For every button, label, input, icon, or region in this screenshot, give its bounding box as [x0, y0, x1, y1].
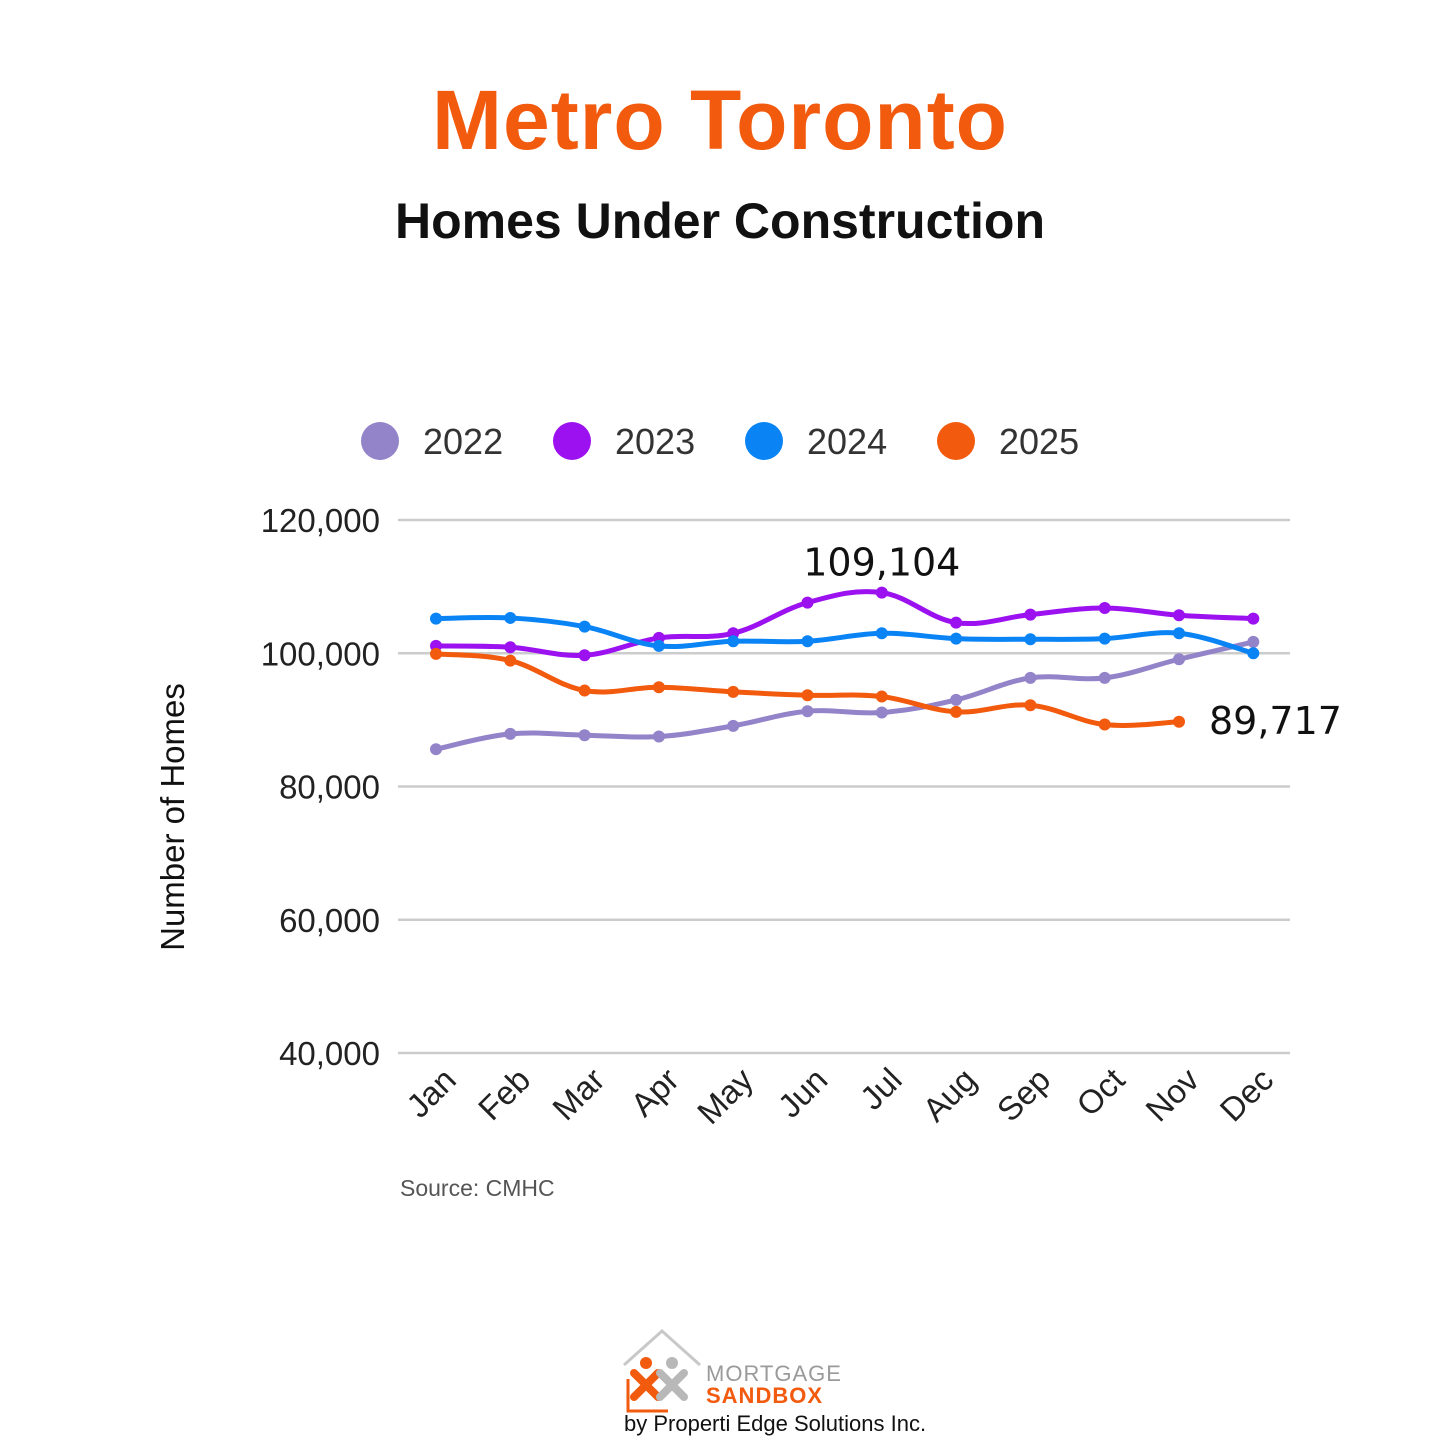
x-tick-label: Dec: [1213, 1061, 1281, 1129]
data-point: [801, 689, 814, 702]
data-point: [1024, 633, 1037, 646]
chart-title: Metro Toronto: [432, 73, 1008, 167]
data-label: 89,717: [1209, 699, 1342, 743]
series-line-2024: [433, 614, 1256, 656]
data-point: [1247, 635, 1260, 648]
y-tick-label: 60,000: [279, 902, 380, 939]
x-tick-labels: Jan Feb Mar Apr May Jun Jul Aug Sep Oct Nov Dec: [399, 1060, 1280, 1131]
data-point: [950, 693, 963, 706]
data-point: [1024, 671, 1037, 684]
data-point: [875, 586, 888, 599]
data-point: [950, 616, 963, 629]
legend: 2022 2023 2024 2025: [361, 421, 1079, 462]
data-point: [1173, 715, 1185, 728]
x-tick-label: Mar: [545, 1061, 611, 1127]
x-tick-label: Apr: [623, 1061, 685, 1123]
legend-marker-2023: [553, 422, 591, 460]
data-point: [652, 639, 665, 652]
data-point: [430, 612, 442, 625]
data-point: [652, 681, 665, 694]
data-point: [1173, 609, 1185, 622]
series-layer: [430, 586, 1260, 756]
data-point: [1098, 632, 1111, 645]
data-point: [578, 729, 591, 742]
data-point: [1247, 647, 1260, 660]
legend-marker-2024: [745, 422, 783, 460]
data-point: [950, 705, 963, 718]
data-point: [801, 635, 814, 648]
data-label: 109,104: [803, 541, 960, 585]
y-axis-label: Number of Homes: [154, 683, 191, 951]
data-point: [430, 647, 442, 660]
data-point: [801, 596, 814, 609]
data-point: [1024, 699, 1037, 712]
data-point: [430, 743, 442, 756]
legend-label-2024: 2024: [807, 421, 887, 462]
data-point: [504, 727, 517, 740]
data-point: [801, 705, 814, 718]
data-point: [1024, 608, 1037, 621]
data-point: [875, 706, 888, 719]
source-note: Source: CMHC: [400, 1175, 555, 1201]
data-point: [504, 611, 517, 624]
x-tick-label: May: [690, 1060, 761, 1131]
y-tick-label: 40,000: [279, 1035, 380, 1072]
x-tick-label: Jan: [399, 1061, 463, 1125]
series-line-2022: [433, 639, 1256, 752]
mortgage-sandbox-logo: MORTGAGE SANDBOX by Properti Edge Soluti…: [620, 1325, 940, 1440]
x-tick-label: Jul: [853, 1061, 909, 1117]
data-point: [504, 641, 517, 654]
data-point: [1247, 612, 1260, 625]
data-point: [1098, 671, 1111, 684]
data-point: [1173, 627, 1185, 640]
grid-layer: [398, 518, 1290, 1055]
logo-text-mortgage: MORTGAGE: [706, 1361, 842, 1386]
data-point: [875, 690, 888, 703]
legend-label-2025: 2025: [999, 421, 1079, 462]
x-tick-label: Feb: [471, 1061, 537, 1127]
series-2024: [430, 611, 1260, 660]
data-point: [1098, 601, 1111, 614]
x-tick-label: Nov: [1138, 1060, 1206, 1128]
house-outline-with-people-icon: [622, 1328, 702, 1413]
logo-tagline: by Properti Edge Solutions Inc.: [624, 1411, 927, 1436]
data-point: [875, 627, 888, 640]
series-2022: [430, 635, 1260, 756]
legend-marker-2022: [361, 422, 399, 460]
x-tick-label: Aug: [915, 1061, 983, 1129]
data-point: [1098, 718, 1111, 731]
data-point: [504, 654, 517, 667]
chart-subtitle: Homes Under Construction: [394, 193, 1046, 249]
data-point: [578, 649, 591, 662]
legend-marker-2025: [937, 422, 975, 460]
data-point: [578, 684, 591, 697]
data-point: [950, 632, 963, 645]
logo-text-sandbox: SANDBOX: [706, 1383, 824, 1408]
y-tick-labels: 40,000 60,000 80,000 100,000 120,000: [261, 502, 380, 1072]
data-point: [727, 719, 740, 732]
x-tick-label: Jun: [771, 1061, 835, 1125]
data-point: [727, 685, 740, 698]
data-point: [1173, 653, 1185, 666]
legend-label-2022: 2022: [423, 421, 503, 462]
y-tick-label: 80,000: [279, 769, 380, 806]
y-tick-label: 100,000: [261, 635, 380, 672]
data-point: [578, 620, 591, 633]
x-tick-label: Sep: [990, 1061, 1058, 1129]
legend-label-2023: 2023: [615, 421, 695, 462]
annotations: 109,104 89,717: [803, 541, 1342, 743]
series-2025: [430, 647, 1185, 731]
y-tick-label: 120,000: [261, 502, 380, 539]
data-point: [727, 635, 740, 648]
data-point: [652, 730, 665, 743]
x-tick-label: Oct: [1069, 1061, 1131, 1123]
